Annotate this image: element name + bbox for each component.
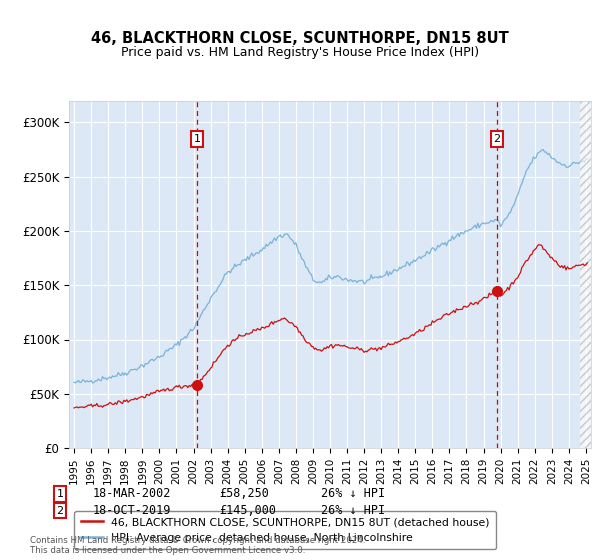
Text: 26% ↓ HPI: 26% ↓ HPI xyxy=(321,487,385,501)
Legend: 46, BLACKTHORN CLOSE, SCUNTHORPE, DN15 8UT (detached house), HPI: Average price,: 46, BLACKTHORN CLOSE, SCUNTHORPE, DN15 8… xyxy=(74,511,496,549)
Text: 26% ↓ HPI: 26% ↓ HPI xyxy=(321,504,385,517)
Text: 1: 1 xyxy=(56,489,64,499)
Text: £145,000: £145,000 xyxy=(219,504,276,517)
Text: 18-OCT-2019: 18-OCT-2019 xyxy=(93,504,172,517)
Text: 2: 2 xyxy=(493,134,500,144)
Text: Price paid vs. HM Land Registry's House Price Index (HPI): Price paid vs. HM Land Registry's House … xyxy=(121,46,479,59)
Text: 18-MAR-2002: 18-MAR-2002 xyxy=(93,487,172,501)
Text: 46, BLACKTHORN CLOSE, SCUNTHORPE, DN15 8UT: 46, BLACKTHORN CLOSE, SCUNTHORPE, DN15 8… xyxy=(91,31,509,46)
Text: Contains HM Land Registry data © Crown copyright and database right 2024.
This d: Contains HM Land Registry data © Crown c… xyxy=(30,536,365,555)
Text: 1: 1 xyxy=(194,134,200,144)
Bar xyxy=(580,101,598,448)
Text: 2: 2 xyxy=(56,506,64,516)
Text: £58,250: £58,250 xyxy=(219,487,269,501)
